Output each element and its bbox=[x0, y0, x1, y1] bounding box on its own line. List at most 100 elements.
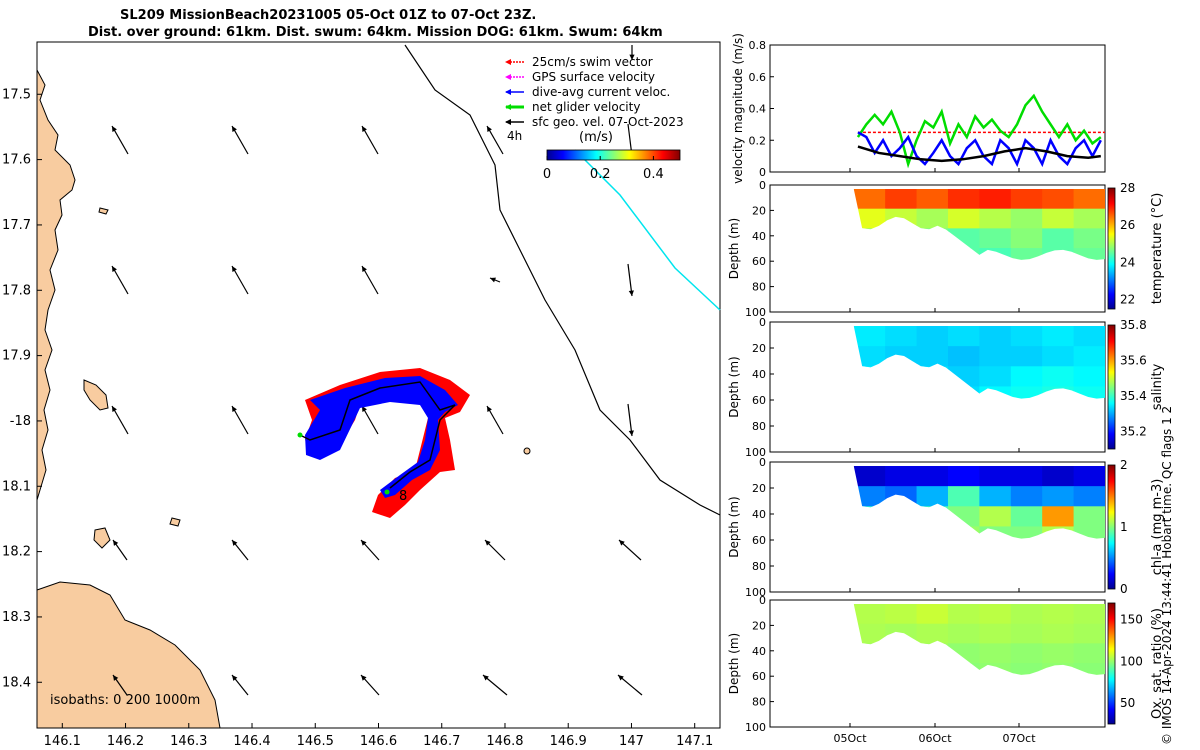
legend-label-2: dive-avg current veloc. bbox=[532, 85, 670, 99]
panel-salinity-cell-2-7 bbox=[1073, 366, 1105, 387]
panel-chla-ylabel: Depth (m) bbox=[727, 496, 741, 557]
panel-velocity-ytick-label-1: 0.2 bbox=[749, 134, 767, 147]
panel-oxygen-cell-1-4 bbox=[979, 623, 1012, 644]
panel-oxygen-cell-3-5 bbox=[1010, 663, 1043, 675]
geo-arrow-20-head bbox=[113, 675, 119, 681]
geo-arrow-15-head bbox=[113, 540, 119, 546]
panel-temperature-cell-0-7 bbox=[1073, 189, 1105, 210]
panel-temperature-cell-3-5 bbox=[1010, 248, 1043, 260]
lon-tick-label-1: 146.2 bbox=[107, 734, 144, 749]
panel-chla-cell-1-2 bbox=[916, 486, 949, 507]
island-d bbox=[98, 207, 109, 215]
panel-chla-cell-0-5 bbox=[1010, 466, 1043, 487]
panel-velocity-ylabel: velocity magnitude (m/s) bbox=[731, 33, 745, 184]
speed-tick-label-1: 0.2 bbox=[590, 167, 611, 182]
panel-salinity-cell-0-0 bbox=[853, 326, 886, 347]
panel-oxygen-cell-0-5 bbox=[1010, 604, 1043, 625]
panel-oxygen-cell-3-7 bbox=[1073, 663, 1105, 675]
panel-salinity-ytick-label-2: 40 bbox=[752, 368, 766, 381]
panel-chla-cbar-tick-1: 1 bbox=[1120, 520, 1128, 534]
panel-salinity-cbar-tick-2: 35.6 bbox=[1120, 353, 1147, 367]
panel-velocity-ytick-label-3: 0.6 bbox=[749, 71, 767, 84]
panel-temperature-cell-2-4 bbox=[979, 228, 1012, 249]
geo-arrow-25 bbox=[629, 45, 635, 60]
panel-velocity-ytick-label-0: 0 bbox=[759, 166, 766, 179]
panel-salinity-cell-2-4 bbox=[979, 366, 1012, 387]
panel-salinity-colorbar-bar bbox=[1107, 324, 1116, 450]
panel-oxygen-cbar-label: Ox. sat. ratio (%) bbox=[1150, 608, 1165, 719]
track-start-marker bbox=[297, 432, 303, 438]
geo-arrow-13-head bbox=[487, 406, 492, 412]
panel-chla-cbar-tick-0: 0 bbox=[1120, 582, 1128, 596]
panel-salinity-ytick-label-1: 20 bbox=[752, 342, 766, 355]
lon-tick-label-8: 146.9 bbox=[550, 734, 587, 749]
panel-salinity-cell-1-7 bbox=[1073, 346, 1105, 367]
panel-velocity: 0 0.2 0.4 0.6 0.8 velocity magnitude (m/s) bbox=[731, 33, 1106, 184]
legend-label-1: GPS surface velocity bbox=[532, 70, 655, 84]
panel-temperature-ytick-label-3: 60 bbox=[752, 255, 766, 268]
geo-arrow-25-head bbox=[629, 54, 635, 60]
map-panel: 8 isobaths: 0 200 1000m 146.1 146.2 146.3 1… bbox=[2, 41, 721, 749]
geo-arrow-23-head bbox=[483, 675, 489, 681]
legend-item-2: dive-avg current veloc. bbox=[505, 85, 670, 99]
panel-temperature-cbar-label: temperature (°C) bbox=[1150, 193, 1165, 305]
panel-chla-cell-2-5 bbox=[1010, 506, 1043, 527]
panel-temperature: 0 20 40 60 80 100 Depth (m) 22 24 26 28 temperature… bbox=[727, 179, 1165, 319]
panel-salinity-ytick-label-4: 80 bbox=[752, 420, 766, 433]
lat-tick-label-6: 18.1 bbox=[2, 479, 31, 494]
panel-salinity-cell-2-6 bbox=[1042, 366, 1075, 387]
panel-temperature-cell-0-1 bbox=[885, 189, 918, 210]
panel-temperature-ytick-label-0: 0 bbox=[759, 179, 766, 192]
geo-arrow-24 bbox=[617, 674, 643, 696]
legend-head-0 bbox=[505, 59, 511, 65]
panel-chla-ytick-label-5: 100 bbox=[745, 586, 766, 599]
geo-arrow-19-head bbox=[619, 540, 625, 546]
panel-oxygen-cell-1-3 bbox=[947, 623, 980, 644]
panel-salinity: 0 20 40 60 80 100 Depth (m) 35.2 35.4 35.6 35.8 sal… bbox=[727, 316, 1165, 459]
panel-oxygen-colorbar: 50 100 150 Ox. sat. ratio (%) bbox=[1107, 602, 1165, 725]
panel-temperature-cell-1-3 bbox=[947, 208, 980, 229]
geo-arrow-0 bbox=[111, 125, 129, 155]
geo-arrow-17 bbox=[360, 539, 380, 561]
panel-salinity-cell-0-3 bbox=[947, 326, 980, 347]
panel-temperature-ytick-label-1: 20 bbox=[752, 204, 766, 217]
time-step-label: 4h bbox=[507, 129, 522, 143]
lon-tick-label-9: 147 bbox=[619, 734, 644, 749]
panel-chla-cell-0-7 bbox=[1073, 466, 1105, 487]
geo-arrow-14-head bbox=[628, 430, 634, 436]
geo-arrow-1 bbox=[231, 125, 249, 155]
panel-salinity-colorbar: 35.2 35.4 35.6 35.8 salinity bbox=[1107, 318, 1165, 450]
panel-temperature-ytick-label-5: 100 bbox=[745, 306, 766, 319]
panel-chla-cell-1-3 bbox=[947, 486, 980, 507]
geo-arrow-20 bbox=[112, 674, 128, 696]
panel-temperature-cell-2-6 bbox=[1042, 228, 1075, 249]
panel-oxygen-cell-2-4 bbox=[979, 643, 1012, 664]
panel-chla-cell-1-0 bbox=[853, 486, 886, 507]
panel-temperature-cell-0-0 bbox=[853, 189, 886, 210]
panel-temperature-cell-1-6 bbox=[1042, 208, 1075, 229]
geo-arrow-13 bbox=[486, 405, 504, 435]
lat-tick-label-8: 18.3 bbox=[2, 610, 31, 625]
panel-oxygen-ytick-label-1: 20 bbox=[752, 619, 766, 632]
geo-arrow-5 bbox=[111, 265, 129, 295]
panel-oxygen-cell-0-7 bbox=[1073, 604, 1105, 625]
geo-arrow-23 bbox=[482, 674, 508, 696]
panel-oxygen-cbar-tick-0: 50 bbox=[1120, 696, 1135, 710]
lat-tick-label-9: 18.4 bbox=[2, 675, 31, 690]
panel-oxygen-cell-2-6 bbox=[1042, 643, 1075, 664]
panel-chla-cell-0-1 bbox=[885, 466, 918, 487]
panel-salinity-ytick-label-3: 60 bbox=[752, 394, 766, 407]
speed-colorbar-ticks: 0 0.2 0.4 bbox=[543, 156, 664, 182]
panel-salinity-cbar-label: salinity bbox=[1150, 363, 1165, 410]
legend-item-1: GPS surface velocity bbox=[505, 70, 655, 84]
panel-temperature-cell-1-5 bbox=[1010, 208, 1043, 229]
geo-arrow-3 bbox=[486, 125, 504, 155]
panel-temperature-cbar-tick-1: 24 bbox=[1120, 255, 1135, 269]
panel-chla-cbar-label: chl-a (mg m-3) bbox=[1150, 479, 1165, 576]
panel-temperature-cell-1-4 bbox=[979, 208, 1012, 229]
lat-tick-label-4: 17.9 bbox=[2, 349, 31, 364]
panel-chla-cell-3-5 bbox=[1010, 526, 1043, 539]
panel-temperature-cbar-tick-3: 28 bbox=[1120, 181, 1135, 195]
panel-temperature-cbar-tick-0: 22 bbox=[1120, 293, 1135, 307]
